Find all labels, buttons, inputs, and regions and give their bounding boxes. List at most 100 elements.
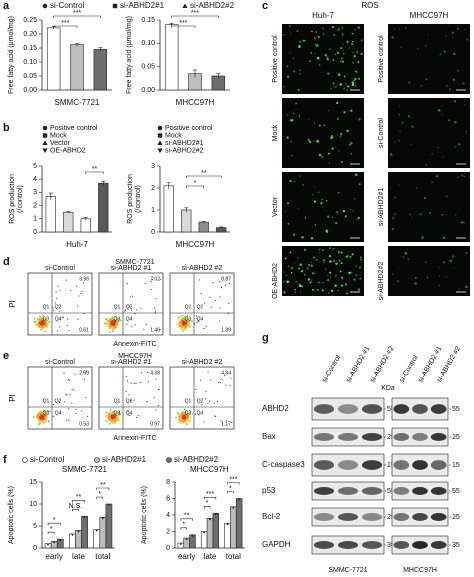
marker-label: 25 <box>452 434 460 441</box>
quadrant-label: Q3 <box>185 316 192 322</box>
marker-label: 15 <box>452 462 460 469</box>
flow-event <box>178 421 180 424</box>
ros-signal <box>293 180 296 183</box>
lane-label: si-ABHD2 #1 <box>345 345 371 384</box>
bar <box>200 531 208 549</box>
ros-signal <box>299 69 301 72</box>
row-label: si-ABHD2#2 <box>378 262 385 301</box>
data-point <box>101 517 104 520</box>
flow-event <box>177 318 179 320</box>
ros-signal <box>465 252 468 255</box>
flow-event <box>41 320 43 323</box>
significance-label: ** <box>184 513 190 520</box>
significance-bracket <box>227 491 234 494</box>
ros-signal <box>292 233 295 236</box>
flow-event <box>37 414 40 417</box>
error-bar <box>75 42 79 47</box>
ros-signal <box>337 73 340 76</box>
ros-signal <box>298 115 301 117</box>
flow-event <box>203 328 205 330</box>
bar <box>189 534 196 549</box>
y-tick-label: 0.15 <box>141 17 155 24</box>
ros-signal <box>299 263 303 266</box>
flow-event <box>155 409 157 411</box>
ros-signal <box>314 223 317 226</box>
flow-event <box>155 378 157 380</box>
flow-event <box>219 382 221 384</box>
flow-event <box>191 320 193 322</box>
ros-signal <box>290 200 292 202</box>
ros-signal <box>327 72 330 75</box>
ros-signal <box>334 284 337 287</box>
ros-signal <box>298 45 301 48</box>
ros-signal <box>307 278 311 281</box>
ros-signal <box>390 187 392 189</box>
flow-event <box>42 423 45 425</box>
flow-event <box>136 416 138 418</box>
ros-signal <box>463 29 466 31</box>
flow-event <box>74 373 76 375</box>
ros-signal <box>286 280 290 284</box>
y-axis-label: (/control) <box>135 185 142 213</box>
ros-signal <box>319 64 321 66</box>
ros-signal <box>338 150 340 152</box>
flow-event <box>114 412 116 415</box>
ros-signal <box>310 262 312 264</box>
flow-event <box>112 418 115 421</box>
ros-signal <box>410 143 413 146</box>
ros-signal <box>466 38 469 41</box>
flow-event <box>136 309 138 311</box>
flow-event <box>37 322 39 325</box>
flow-event <box>111 421 114 424</box>
blot-band <box>313 433 335 441</box>
ros-signal <box>289 180 291 182</box>
flow-event <box>85 396 87 399</box>
ros-signal <box>308 263 311 266</box>
legend-label: Mock <box>165 132 182 139</box>
flow-event <box>44 321 47 323</box>
flow-event <box>212 282 214 284</box>
flow-event <box>68 329 70 332</box>
significance-bracket <box>180 518 193 521</box>
ros-signal <box>329 276 332 278</box>
flow-title: SMMC-7721 <box>115 259 154 266</box>
flow-event <box>38 416 41 419</box>
ros-signal <box>393 28 395 30</box>
ros-signal <box>356 219 358 221</box>
sample-label: si-Control <box>45 265 75 272</box>
flow-event <box>129 399 132 402</box>
flow-event <box>125 309 127 311</box>
ros-signal <box>326 58 329 61</box>
ros-signal <box>318 248 321 251</box>
ros-signal <box>460 221 463 224</box>
y-axis-label: PI <box>8 300 17 308</box>
blot-band <box>361 513 383 521</box>
flow-event <box>118 411 121 413</box>
ros-signal <box>352 62 354 64</box>
flow-event <box>177 415 180 418</box>
blot-band <box>393 541 410 549</box>
panel-label: e <box>3 350 9 362</box>
significance-label: * <box>206 500 209 507</box>
ros-signal <box>316 139 319 143</box>
ros-signal <box>336 117 339 120</box>
significance-label: ** <box>92 166 98 173</box>
ros-signal <box>303 248 307 252</box>
ros-signal <box>442 156 444 158</box>
fluorescence-image <box>388 24 470 94</box>
sample-label: si-ABHD2 #1 <box>111 359 152 366</box>
flow-event <box>183 412 186 415</box>
column-label: MHCC97H <box>410 11 449 20</box>
data-point <box>232 506 235 509</box>
protein-label: Bcl-2 <box>262 512 281 521</box>
row-label: OE-ABHD2 <box>272 263 279 299</box>
ros-signal <box>323 259 326 262</box>
y-axis-label: PI <box>8 394 17 402</box>
significance-bracket <box>96 487 110 490</box>
flow-event <box>116 323 119 325</box>
flow-event <box>183 319 185 322</box>
flow-event <box>109 322 111 325</box>
flow-event <box>184 329 186 331</box>
flow-event <box>186 417 189 420</box>
flow-event <box>38 317 41 320</box>
